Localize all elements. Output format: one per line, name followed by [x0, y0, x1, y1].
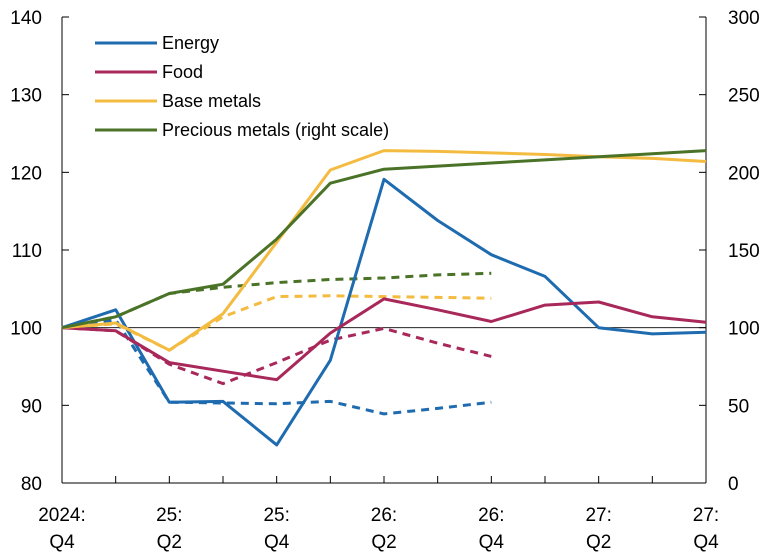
- dashed-line-series-7: [61, 271, 492, 330]
- x-tick-label-quarter: Q4: [49, 532, 75, 553]
- x-tick-label-quarter: Q2: [371, 532, 396, 553]
- x-tick-label-quarter: Q4: [693, 532, 719, 553]
- series-line-energy: [61, 177, 707, 447]
- dashed-line-series-6: [61, 294, 492, 352]
- legend-label: Base metals: [162, 91, 261, 111]
- left-tick-label: 90: [21, 396, 42, 417]
- right-tick-label: 250: [728, 86, 760, 107]
- x-tick-label-quarter: Q2: [586, 532, 611, 553]
- x-tick-label-year: 27:: [585, 505, 611, 526]
- x-tick-label-year: 26:: [478, 505, 504, 526]
- right-tick-label: 100: [728, 319, 760, 340]
- legend-label: Precious metals (right scale): [162, 120, 389, 140]
- dashed-line-series-4: [61, 318, 492, 416]
- series-line-precious-metals-right-scale: [61, 149, 707, 330]
- left-tick-label: 120: [10, 163, 42, 184]
- right-tick-label: 50: [728, 396, 749, 417]
- right-tick-label: 0: [728, 474, 739, 495]
- left-tick-label: 140: [10, 8, 42, 29]
- left-tick-label: 80: [21, 474, 42, 495]
- x-tick-label-quarter: Q4: [479, 532, 505, 553]
- x-tick-label-year: 25:: [263, 505, 289, 526]
- right-tick-label: 200: [728, 163, 760, 184]
- right-tick-label: 150: [728, 241, 760, 262]
- left-tick-label: 130: [10, 86, 42, 107]
- left-tick-label: 100: [10, 319, 42, 340]
- x-tick-label-quarter: Q4: [264, 532, 290, 553]
- x-tick-label-year: 2024:: [38, 505, 86, 526]
- legend-label: Food: [162, 62, 203, 82]
- x-tick-label-quarter: Q2: [157, 532, 182, 553]
- x-tick-label-year: 26:: [371, 505, 397, 526]
- right-tick-label: 300: [728, 8, 760, 29]
- series-line-food: [61, 297, 707, 382]
- left-tick-label: 110: [12, 241, 42, 262]
- legend-label: Energy: [162, 33, 219, 53]
- x-tick-label-year: 27:: [693, 505, 719, 526]
- x-tick-label-year: 25:: [156, 505, 182, 526]
